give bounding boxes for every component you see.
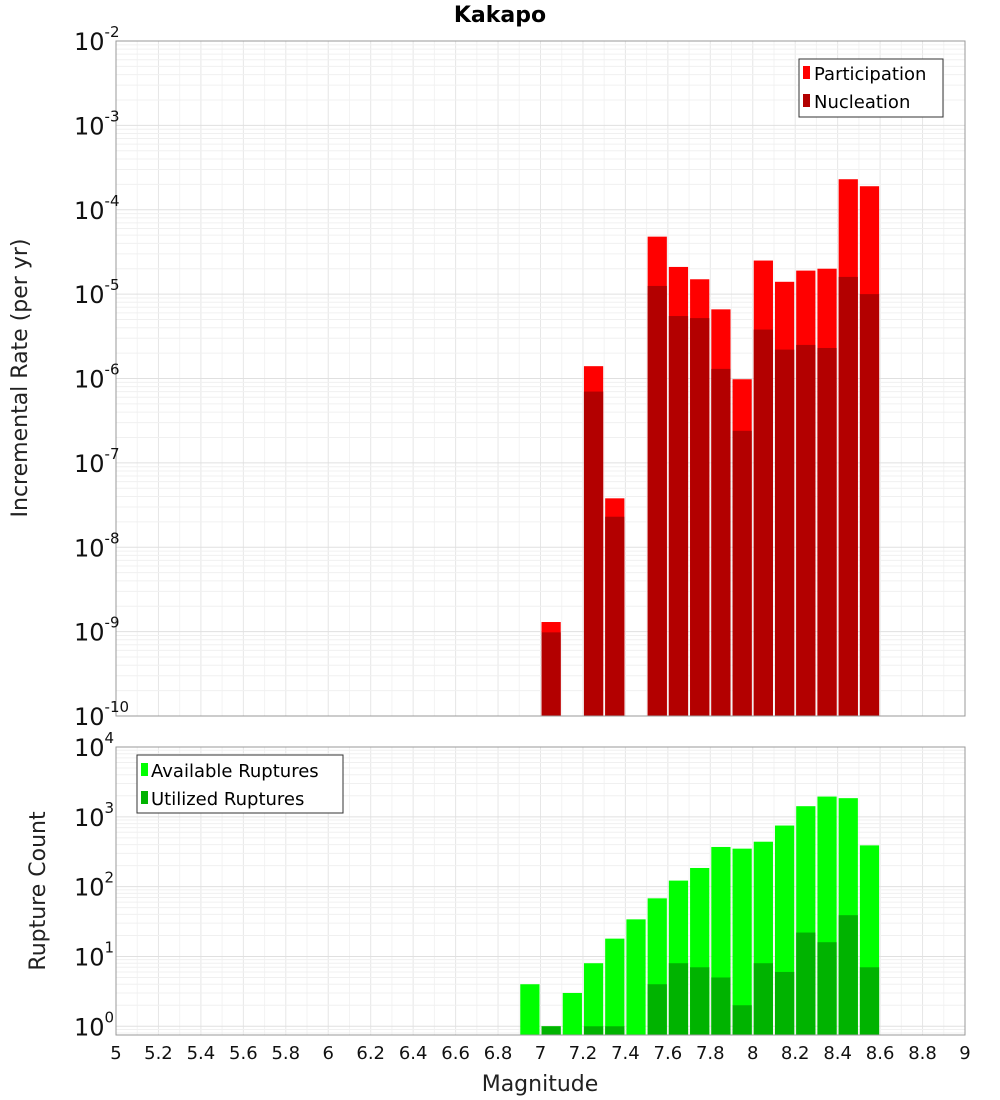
rate-y-tick-label: 10-10: [74, 698, 129, 731]
count-y-axis-label: Rupture Count: [26, 811, 51, 971]
bar-utilized-ruptures: [583, 1026, 604, 1035]
count-legend: Available Ruptures Utilized Ruptures: [136, 754, 344, 814]
bar-nucleation: [796, 344, 816, 716]
rate-legend: Participation Nucleation: [798, 58, 944, 118]
legend-label-available-ruptures: Available Ruptures: [151, 761, 319, 782]
x-tick-label: 8.6: [866, 1043, 895, 1064]
bar-nucleation: [753, 329, 773, 716]
bar-available-ruptures: [626, 919, 646, 1035]
x-tick-label: 6.2: [356, 1043, 385, 1064]
rate-y-tick-label: 10-9: [74, 614, 120, 647]
rate-y-axis-label: Incremental Rate (per yr): [8, 239, 33, 518]
bar-available-ruptures: [732, 848, 752, 1035]
count-y-ticks: 104 103 102 101 100: [74, 729, 114, 1041]
x-tick-label: 7.4: [611, 1043, 640, 1064]
count-plot-frame: [115, 746, 966, 1036]
x-tick-label: 6.6: [441, 1043, 470, 1064]
legend-label-utilized-ruptures: Utilized Ruptures: [151, 789, 304, 810]
rate-panel: 10-2 10-3 10-4 10-5 10-6 10-7 10-8 10-9 10-10 In…: [8, 23, 966, 731]
legend-swatch-nucleation: [803, 94, 810, 107]
bar-nucleation: [838, 276, 858, 716]
bar-nucleation: [859, 294, 880, 716]
bar-nucleation: [711, 368, 731, 716]
legend-swatch-available-ruptures: [141, 763, 148, 776]
bar-utilized-ruptures: [541, 1026, 561, 1035]
bar-utilized-ruptures: [753, 963, 773, 1035]
x-tick-label: 9: [959, 1043, 970, 1064]
rate-y-tick-label: 10-3: [74, 107, 120, 140]
x-tick-label: 7.8: [696, 1043, 725, 1064]
x-tick-label: 6: [323, 1043, 334, 1064]
bar-available-ruptures: [562, 992, 582, 1035]
x-tick-label: 7.6: [654, 1043, 683, 1064]
bar-utilized-ruptures: [605, 1026, 625, 1035]
magnitude-x-ticks: 5 5.2 5.4 5.6 5.8 6 6.2 6.4 6.6 6.8 7 7.2 7.4 7.6 7.8 8…: [110, 1043, 970, 1064]
count-y-tick-label: 103: [74, 799, 114, 832]
count-y-tick-label: 104: [74, 729, 114, 762]
bar-utilized-ruptures: [647, 984, 667, 1035]
x-tick-label: 8.4: [823, 1043, 852, 1064]
legend-label-nucleation: Nucleation: [814, 92, 910, 113]
bar-nucleation: [774, 349, 795, 716]
legend-swatch-participation: [803, 66, 810, 79]
x-tick-label: 7.2: [569, 1043, 598, 1064]
rate-y-tick-label: 10-5: [74, 276, 120, 309]
bar-nucleation: [605, 516, 625, 716]
bar-nucleation: [817, 347, 837, 716]
x-tick-label: 6.4: [399, 1043, 428, 1064]
x-tick-label: 5.8: [271, 1043, 300, 1064]
bar-nucleation: [690, 318, 710, 716]
legend-swatch-utilized-ruptures: [141, 791, 148, 804]
bar-nucleation: [732, 430, 752, 716]
bar-utilized-ruptures: [711, 977, 731, 1035]
bar-utilized-ruptures: [859, 967, 880, 1035]
bar-utilized-ruptures: [817, 942, 837, 1035]
bar-nucleation: [668, 316, 689, 716]
rate-grid: [115, 40, 966, 717]
x-axis-label: Magnitude: [482, 1072, 599, 1097]
x-tick-label: 5.2: [144, 1043, 173, 1064]
x-tick-label: 6.8: [484, 1043, 513, 1064]
x-tick-label: 8: [747, 1043, 758, 1064]
bar-utilized-ruptures: [690, 967, 710, 1035]
rate-legend-box: [798, 58, 944, 118]
rate-y-ticks: 10-2 10-3 10-4 10-5 10-6 10-7 10-8 10-9 10-10: [74, 23, 129, 731]
rate-plot-frame: [115, 40, 966, 717]
count-y-tick-label: 102: [74, 869, 114, 902]
bar-utilized-ruptures: [668, 963, 689, 1035]
count-bars: [520, 796, 880, 1035]
x-tick-label: 8.2: [781, 1043, 810, 1064]
rate-y-tick-label: 10-4: [74, 192, 120, 225]
bar-utilized-ruptures: [774, 971, 795, 1035]
rate-y-tick-label: 10-2: [74, 23, 120, 56]
rate-bars: [541, 179, 880, 716]
x-tick-label: 5: [110, 1043, 121, 1064]
x-tick-label: 5.6: [229, 1043, 258, 1064]
bar-available-ruptures: [583, 963, 604, 1035]
bar-nucleation: [647, 285, 667, 716]
bar-available-ruptures: [520, 984, 540, 1035]
legend-label-participation: Participation: [814, 64, 926, 85]
chart-title: Kakapo: [454, 3, 546, 28]
bar-nucleation: [541, 632, 561, 716]
x-tick-label: 5.4: [187, 1043, 216, 1064]
x-tick-label: 8.8: [908, 1043, 937, 1064]
rate-y-tick-label: 10-7: [74, 445, 120, 478]
bar-utilized-ruptures: [796, 932, 816, 1035]
x-tick-label: 7: [535, 1043, 546, 1064]
rate-y-tick-label: 10-6: [74, 361, 120, 394]
count-panel: 104 103 102 101 100 5 5.2 5.4 5.6 5.8 6 6.2 6.4 6.6 6…: [26, 729, 971, 1097]
count-y-tick-label: 100: [74, 1008, 114, 1041]
bar-nucleation: [583, 391, 604, 716]
rate-y-tick-label: 10-8: [74, 529, 120, 562]
bar-utilized-ruptures: [838, 915, 858, 1035]
count-legend-box: [136, 754, 344, 814]
count-y-tick-label: 101: [74, 938, 114, 971]
bar-utilized-ruptures: [732, 1005, 752, 1035]
bar-available-ruptures: [605, 938, 625, 1035]
